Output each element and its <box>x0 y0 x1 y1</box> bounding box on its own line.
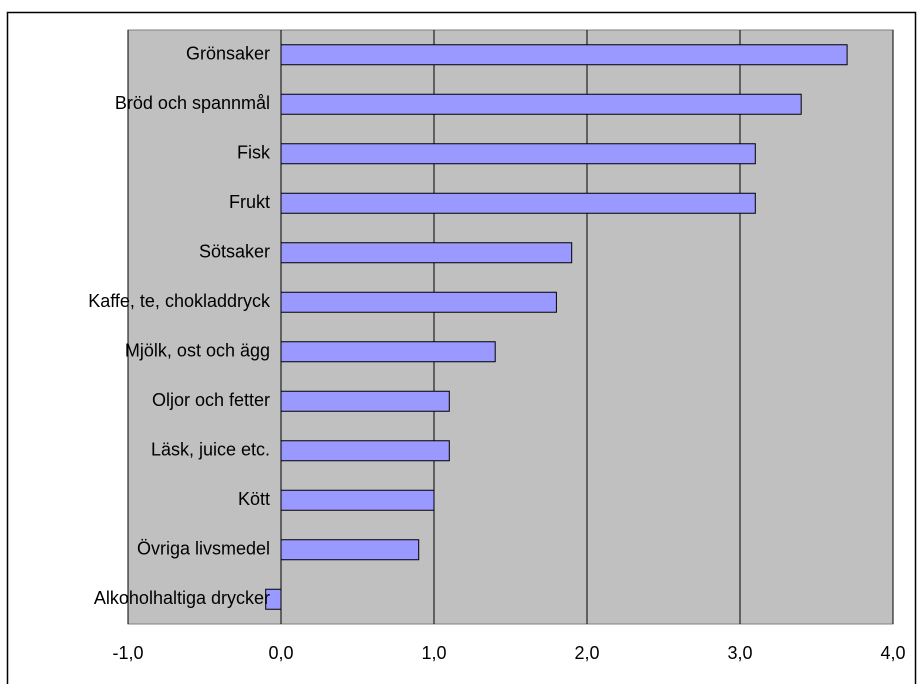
bar <box>280 242 573 264</box>
bar <box>280 440 450 462</box>
y-tick-label: Bröd och spannmål <box>115 93 270 113</box>
y-tick-label: Fisk <box>237 143 271 163</box>
y-tick-label: Oljor och fetter <box>152 390 270 410</box>
x-tick-label: 4,0 <box>880 643 905 663</box>
bar <box>280 341 496 363</box>
y-tick-label: Kaffe, te, chokladdryck <box>88 291 271 311</box>
y-tick-label: Läsk, juice etc. <box>151 440 270 460</box>
bar <box>265 588 282 610</box>
y-tick-label: Mjölk, ost och ägg <box>125 341 270 361</box>
bar <box>280 390 450 412</box>
plot-area <box>127 29 894 625</box>
x-tick-label: 0,0 <box>268 643 293 663</box>
x-tick-label: -1,0 <box>112 643 143 663</box>
bar <box>280 291 557 313</box>
bar <box>280 143 756 165</box>
x-tick-label: 1,0 <box>421 643 446 663</box>
bar <box>280 44 848 66</box>
y-tick-label: Kött <box>238 489 270 509</box>
y-tick-label: Frukt <box>229 192 270 212</box>
bar <box>280 539 420 561</box>
x-tick-label: 3,0 <box>727 643 752 663</box>
y-tick-label: Sötsaker <box>199 242 270 262</box>
y-tick-label: Grönsaker <box>186 44 270 64</box>
y-tick-label: Övriga livsmedel <box>137 539 270 559</box>
bar <box>280 93 802 115</box>
bar <box>280 489 435 511</box>
y-tick-label: Alkoholhaltiga drycker <box>94 588 270 608</box>
x-tick-label: 2,0 <box>574 643 599 663</box>
bar <box>280 192 756 214</box>
